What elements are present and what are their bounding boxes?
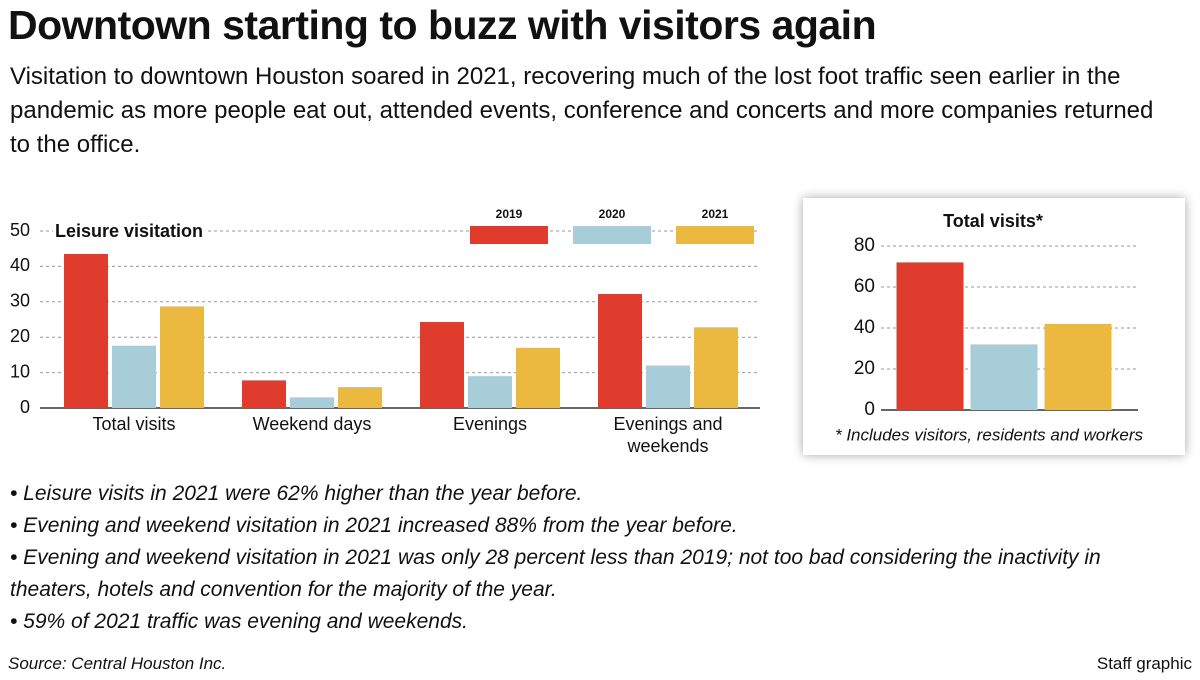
legend-swatch <box>470 226 548 244</box>
bar <box>896 262 964 410</box>
chart-leisure: 0 10 20 30 40 50 Leisure visitation 2019 2020 202… <box>10 207 760 417</box>
y-tick-label: 50 <box>10 220 30 240</box>
legend-label: 2020 <box>599 207 626 221</box>
y-tick-label: 40 <box>10 255 30 275</box>
chart-note: * Includes visitors, residents and worke… <box>835 425 1144 444</box>
bar <box>970 344 1038 410</box>
x-tick-label: Total visits <box>92 414 176 434</box>
chart-total: 0 20 40 60 80 Total visits* * Includes visitor… <box>835 208 1144 445</box>
y-tick-label: 20 <box>10 326 30 346</box>
note: • Leisure visits in 2021 were 62% higher… <box>10 482 583 505</box>
bar <box>64 254 108 408</box>
title: Downtown starting to buzz with visitors … <box>8 2 877 48</box>
legend-label: 2019 <box>496 207 523 221</box>
subtitle: Visitation to downtown Houston soared in… <box>10 63 1154 158</box>
credit: Staff graphic <box>1096 654 1192 673</box>
source: Source: Central Houston Inc. <box>8 654 227 673</box>
chart-title: Total visits* <box>943 211 1043 231</box>
y-tick-label: 80 <box>854 235 875 256</box>
y-tick-label: 10 <box>10 361 30 381</box>
note: • 59% of 2021 traffic was evening and we… <box>10 610 468 633</box>
bar <box>420 321 464 408</box>
bar <box>290 397 334 408</box>
chart-title: Leisure visitation <box>55 221 203 241</box>
bar <box>694 327 738 408</box>
bar <box>468 376 512 408</box>
x-tick-label: Weekend days <box>252 414 372 434</box>
note: • Evening and weekend visitation in 2021… <box>10 546 1101 601</box>
y-tick-label: 0 <box>20 397 30 417</box>
bar <box>112 345 156 408</box>
notes: • Leisure visits in 2021 were 62% higher… <box>10 478 1170 638</box>
y-tick-label: 20 <box>854 358 875 379</box>
y-tick-label: 0 <box>864 399 875 420</box>
x-tick-label: Evenings <box>452 414 528 434</box>
bar <box>646 365 690 408</box>
note: • Evening and weekend visitation in 2021… <box>10 514 738 537</box>
bar <box>338 387 382 408</box>
chart-box: 0 20 40 60 80 Total visits* * Includes visitor… <box>803 198 1185 455</box>
bar <box>1044 323 1112 410</box>
y-tick-label: 40 <box>854 317 875 338</box>
legend-swatch <box>573 226 651 244</box>
bar <box>516 347 560 408</box>
legend-swatch <box>676 226 754 244</box>
legend-label: 2021 <box>702 207 729 221</box>
bar <box>242 380 286 408</box>
y-tick-label: 60 <box>854 276 875 297</box>
bar <box>160 306 204 408</box>
y-tick-label: 30 <box>10 291 30 311</box>
bar <box>598 294 642 408</box>
x-tick-label: Evenings and weekends <box>613 414 723 456</box>
